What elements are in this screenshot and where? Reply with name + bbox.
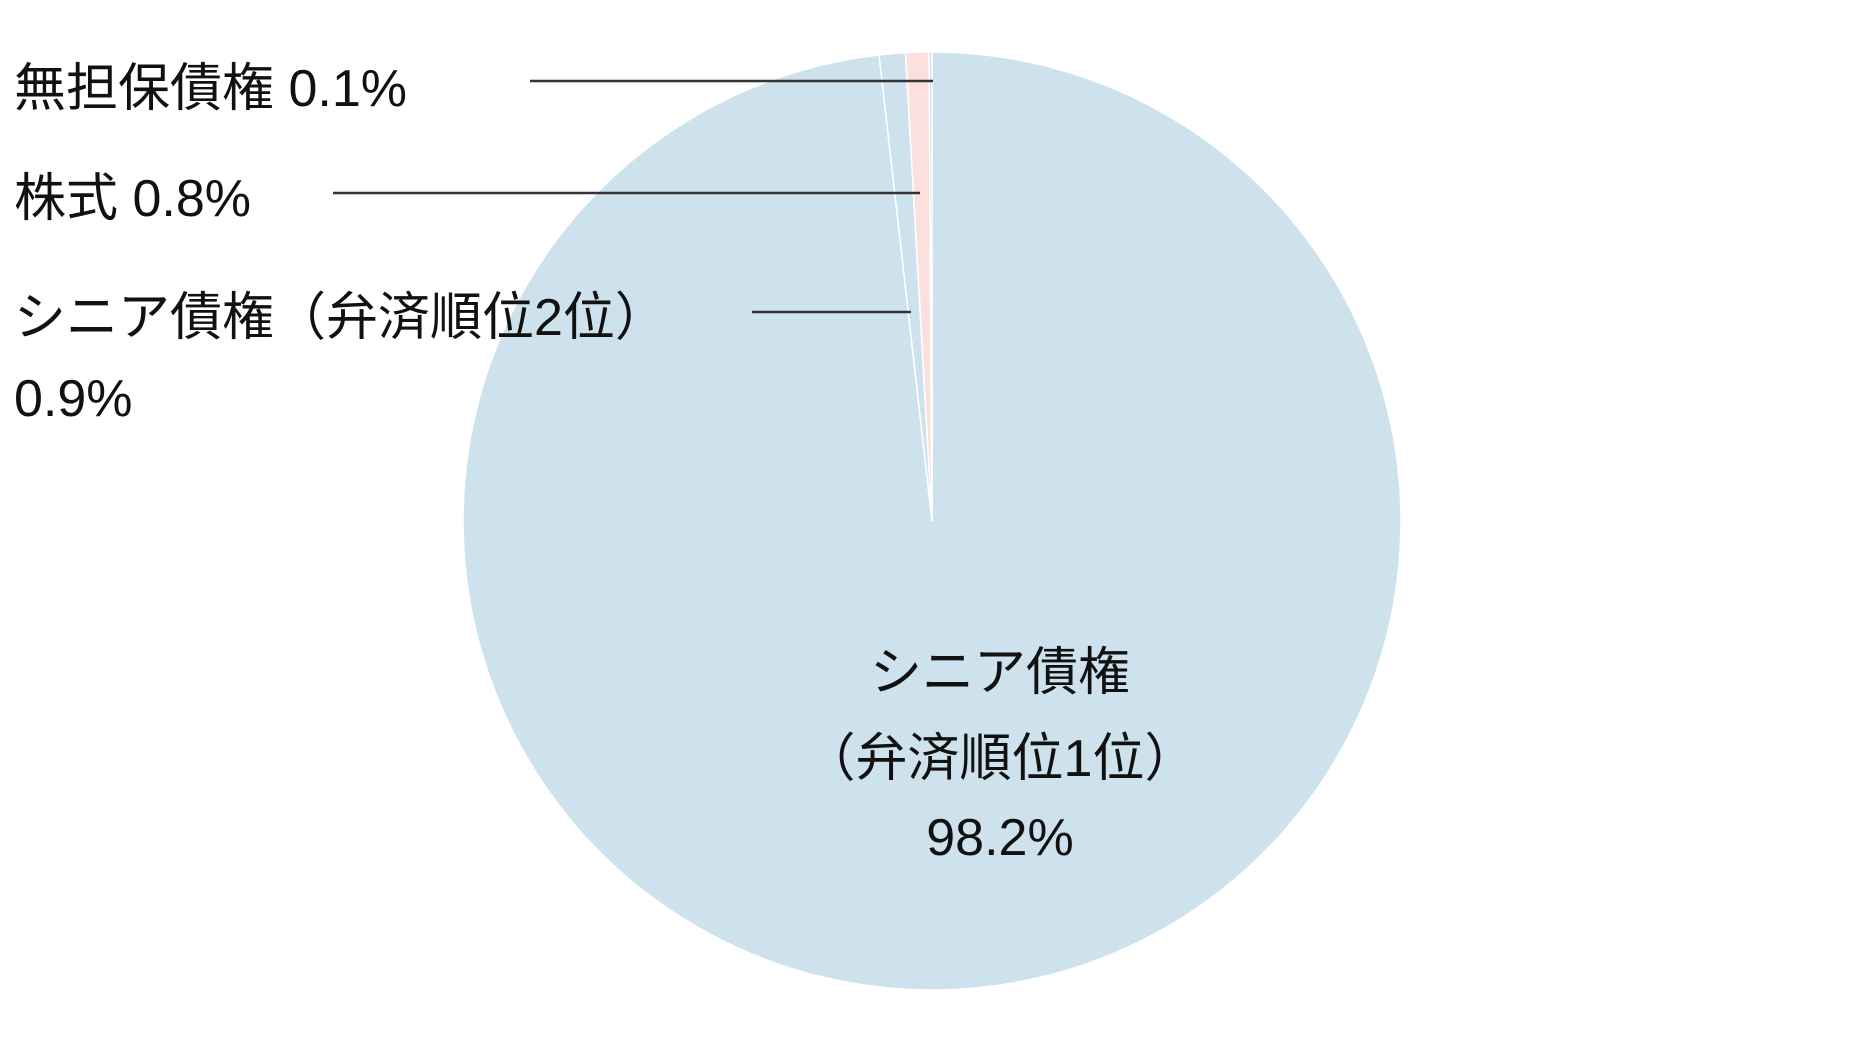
slice-label-0-line-0: シニア債権 [870,644,1130,702]
slice-label-1-line-1: 0.9% [14,370,133,428]
slice-label-2-line-0: 株式 0.8% [14,170,251,228]
slice-label-0-line-2: 98.2% [926,809,1073,867]
pie-slice-3 [928,51,933,522]
slice-label-1-line-0: シニア債権（弁済順位2位） [14,289,667,347]
slice-label-0-line-1: （弁済順位1位） [804,730,1197,788]
slice-label-3-line-0: 無担保債権 0.1% [14,60,407,118]
